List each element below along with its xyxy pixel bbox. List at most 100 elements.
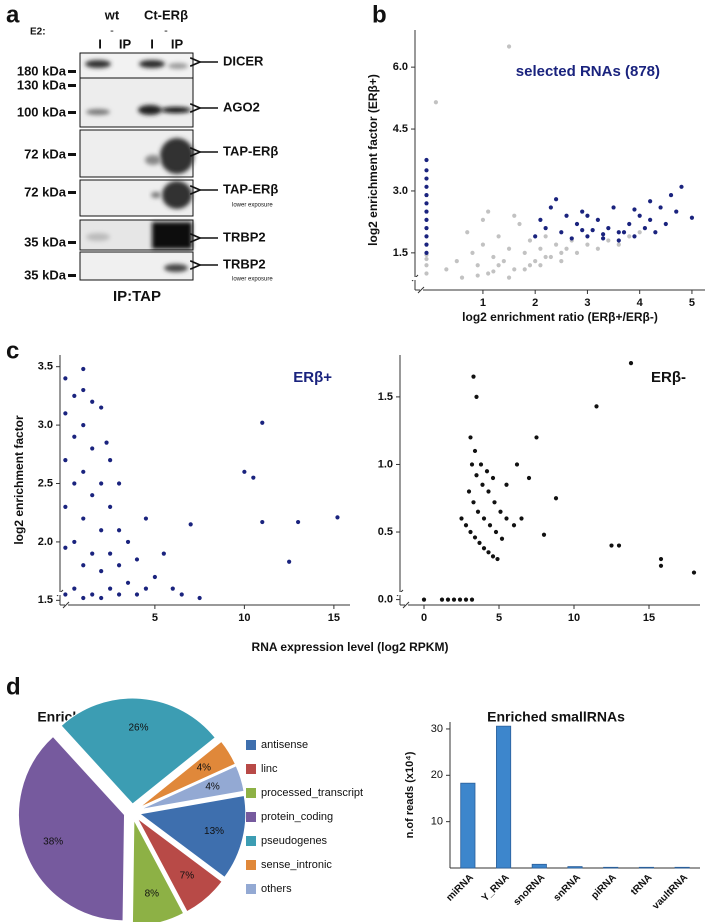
lane-label: IP	[171, 36, 184, 51]
data-point	[504, 516, 509, 521]
data-point	[538, 263, 543, 268]
y-tick-label: 20	[431, 769, 443, 781]
slice-label: 7%	[180, 871, 195, 882]
data-point	[548, 254, 553, 260]
pie-slice	[18, 735, 126, 922]
data-point	[424, 271, 429, 276]
data-point	[134, 592, 140, 597]
data-point	[424, 209, 429, 214]
marker-label: 72 kDa	[24, 146, 67, 161]
axis-break	[412, 277, 418, 280]
x-tick-label: vaultRNA	[651, 872, 691, 912]
legend-label: others	[261, 883, 292, 895]
y-tick-label: 3.0	[393, 185, 408, 197]
data-point	[421, 597, 427, 602]
x-axis-label: RNA expression level (log2 RPKM)	[252, 640, 449, 654]
data-point	[197, 595, 202, 601]
data-point	[658, 556, 664, 562]
lane-label: I	[150, 36, 154, 51]
data-point	[585, 234, 590, 239]
data-point	[72, 481, 77, 486]
data-point	[616, 543, 622, 548]
data-point	[543, 225, 548, 231]
data-point	[63, 504, 68, 509]
pie-slice	[131, 819, 185, 922]
x-tick-label: snRNA	[552, 872, 583, 903]
data-point	[90, 446, 95, 451]
data-point	[99, 595, 104, 601]
data-point	[463, 523, 469, 528]
e2-value: -	[164, 25, 168, 37]
legend-swatch	[246, 788, 256, 798]
data-point	[601, 232, 606, 237]
y-tick-label: 30	[431, 723, 443, 735]
band	[145, 155, 161, 165]
data-point	[424, 225, 429, 231]
data-point	[63, 376, 68, 381]
x-tick-label: 2	[532, 297, 538, 309]
data-point	[491, 269, 496, 274]
data-point	[543, 234, 548, 239]
data-point	[490, 554, 496, 559]
data-point	[480, 482, 485, 487]
legend-swatch	[246, 860, 256, 870]
data-point	[99, 528, 104, 533]
data-point	[668, 192, 674, 198]
x-tick-label: 10	[568, 612, 580, 624]
data-point	[260, 519, 265, 525]
data-point	[499, 536, 505, 541]
data-point	[161, 551, 166, 556]
axis-break	[62, 601, 70, 609]
data-point	[527, 238, 533, 243]
x-tick-label: 4	[637, 297, 644, 309]
data-point	[569, 236, 574, 241]
group-label: wt	[104, 7, 120, 22]
y-tick-label: 0.0	[378, 594, 393, 606]
data-point	[152, 574, 157, 580]
data-point	[459, 275, 465, 280]
data-point	[108, 504, 113, 509]
panel-label: c	[6, 337, 19, 364]
band	[86, 109, 110, 115]
data-point	[585, 242, 590, 247]
slice-label: 13%	[204, 826, 224, 837]
data-point	[108, 458, 113, 463]
data-point	[519, 516, 524, 521]
x-tick-label: 1	[480, 297, 486, 309]
data-point	[674, 209, 679, 214]
data-point	[522, 267, 527, 272]
data-point	[468, 529, 473, 535]
x-tick-label: snoRNA	[512, 872, 548, 908]
annotation: selected RNAs (878)	[516, 63, 660, 80]
data-point	[63, 545, 68, 550]
data-point	[63, 592, 68, 597]
data-point	[81, 366, 86, 372]
data-point	[637, 213, 642, 218]
row-label: AGO2	[223, 99, 260, 114]
slice-label: 26%	[128, 723, 148, 734]
data-point	[424, 250, 429, 255]
data-point	[501, 259, 506, 264]
data-point	[424, 256, 429, 262]
axis-break	[417, 286, 425, 294]
axis-break	[402, 601, 410, 609]
annotation: ERβ-	[651, 369, 686, 386]
data-point	[632, 207, 637, 212]
data-point	[621, 230, 627, 235]
data-point	[504, 482, 509, 487]
data-point	[495, 556, 500, 562]
data-point	[559, 230, 564, 235]
y-axis-label: n.of reads (x10⁴)	[404, 751, 416, 838]
band	[85, 60, 111, 68]
legend-label: pseudogenes	[261, 835, 328, 847]
data-point	[490, 475, 496, 481]
data-point	[90, 399, 95, 404]
data-point	[480, 242, 486, 247]
data-point	[574, 250, 580, 255]
data-point	[506, 246, 512, 251]
e2-value: -	[110, 25, 114, 37]
data-point	[628, 361, 634, 366]
data-point	[658, 205, 663, 210]
axis-break	[397, 592, 403, 595]
data-point	[472, 535, 478, 540]
